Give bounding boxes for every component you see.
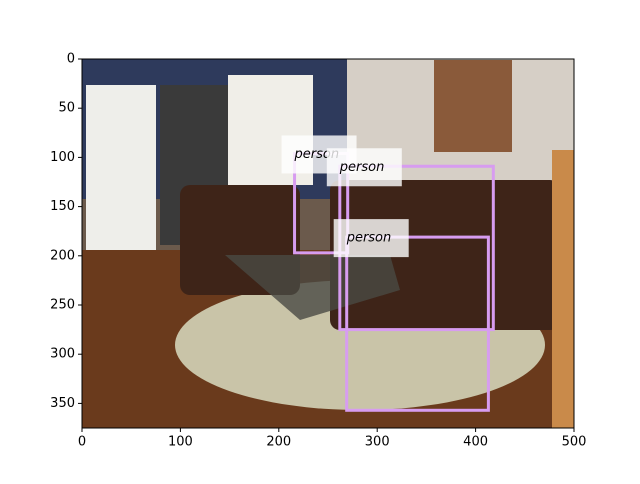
axes-frame: [81, 58, 575, 429]
y-tick-label: 300: [50, 347, 75, 362]
y-tick-label: 250: [50, 298, 75, 313]
y-tick-label: 50: [58, 101, 75, 116]
photo: [82, 59, 574, 428]
x-tick-label: 500: [562, 435, 587, 450]
y-tick-label: 350: [50, 396, 75, 411]
x-tick-label: 400: [463, 435, 488, 450]
box-label: person: [346, 231, 392, 246]
label-bg: [333, 219, 409, 258]
x-tick-label: 100: [168, 435, 193, 450]
bounding-box: [345, 235, 490, 412]
x-tick-label: 300: [365, 435, 390, 450]
y-tick-label: 0: [67, 52, 75, 67]
door: [86, 85, 156, 270]
stair-post: [552, 150, 574, 428]
y-tick-label: 200: [50, 248, 75, 263]
label-bg: [326, 148, 402, 187]
y-tick-label: 100: [50, 150, 75, 165]
table: [225, 255, 400, 320]
y-tick-label: 150: [50, 199, 75, 214]
painting: [434, 60, 512, 152]
x-tick-label: 0: [78, 435, 86, 450]
x-tick-label: 200: [266, 435, 291, 450]
box-label: person: [339, 160, 385, 175]
